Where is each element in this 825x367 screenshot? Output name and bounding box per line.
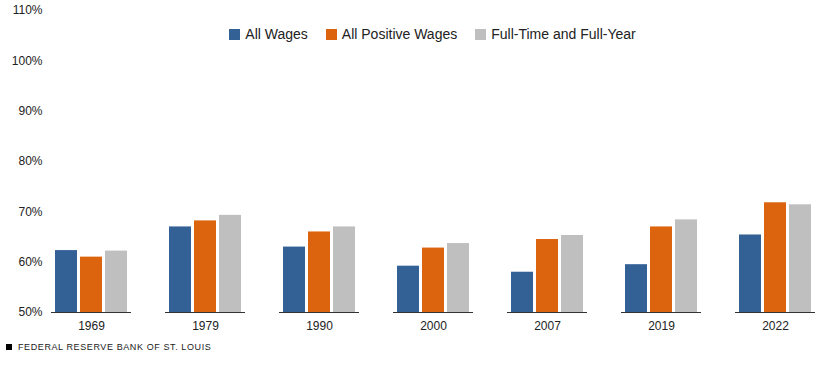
- html-text:FEDERAL RESERVE BANK OF ST. LO: FEDERAL RESERVE BANK OF ST. LOUIS: [18, 342, 212, 352]
- html-text:All Wages: All Wages: [245, 26, 308, 42]
- html-text:All Positive Wages: All Positive Wages: [341, 26, 458, 42]
- svg-text:100%: 100%: [12, 54, 43, 68]
- svg-text:50%: 50%: [18, 305, 42, 319]
- svg-text:1990: 1990: [306, 319, 333, 333]
- svg-text:110%: 110%: [13, 3, 43, 17]
- svg-text:2019: 2019: [648, 319, 675, 333]
- svg-text:80%: 80%: [18, 154, 42, 168]
- svg-text:2000: 2000: [420, 319, 447, 333]
- svg-text:70%: 70%: [18, 205, 42, 219]
- svg-text:1969: 1969: [78, 319, 105, 333]
- svg-text:2007: 2007: [534, 319, 561, 333]
- svg-text:60%: 60%: [18, 255, 42, 269]
- svg-text:2022: 2022: [762, 319, 789, 333]
- svg-text:90%: 90%: [18, 104, 42, 118]
- html-text:Full-Time and Full-Year: Full-Time and Full-Year: [491, 26, 636, 42]
- svg-text:1979: 1979: [192, 319, 219, 333]
